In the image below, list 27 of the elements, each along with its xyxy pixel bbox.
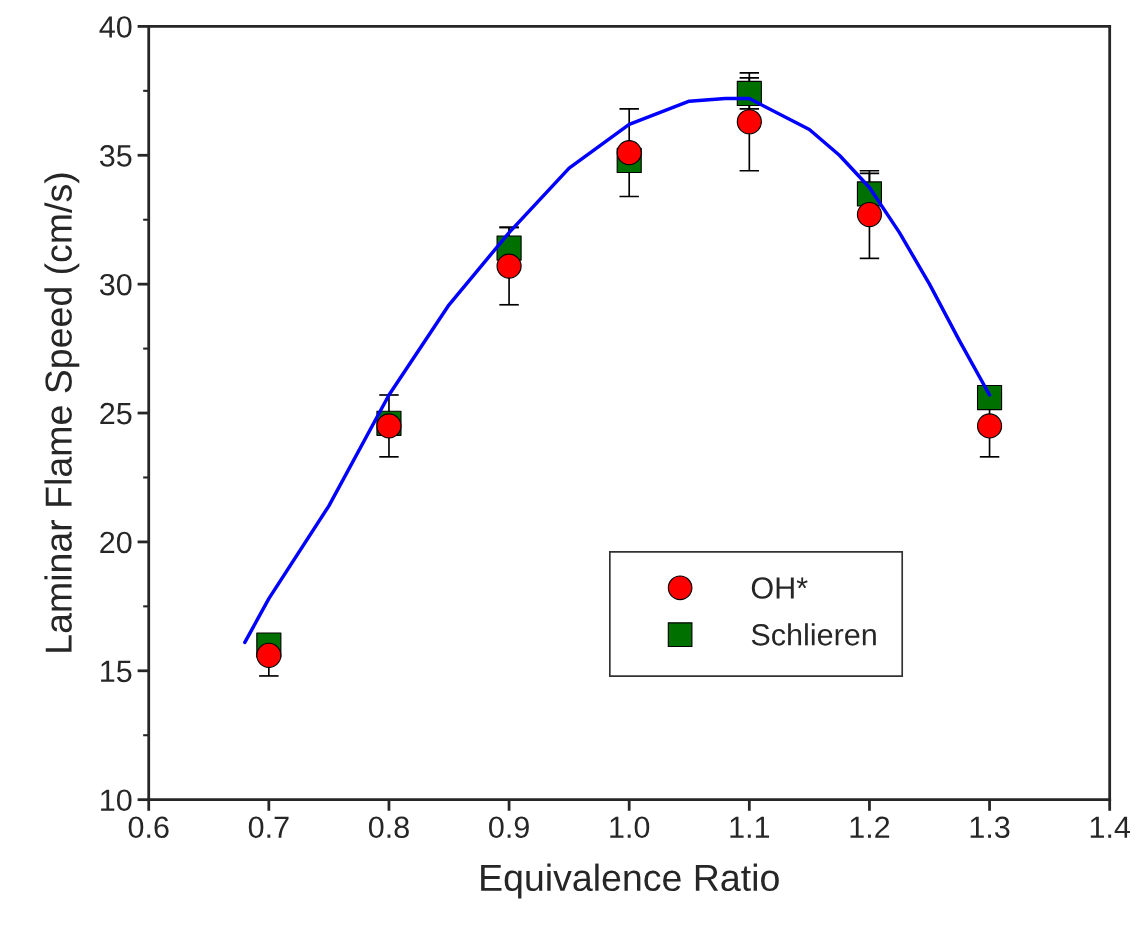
- point: [736, 109, 762, 135]
- point: [256, 642, 282, 668]
- y-tick-label: 40: [99, 16, 132, 38]
- x-tick-label: 1.3: [970, 816, 1010, 839]
- point: [616, 140, 642, 166]
- x-tick-label: 1.0: [610, 816, 650, 839]
- x-tick-label: 0.6: [128, 816, 169, 839]
- legend-label: OH*: [751, 577, 808, 599]
- x-tick-label: 1.1: [730, 816, 770, 838]
- y-tick-label: 35: [99, 145, 132, 167]
- x-tick-label: 1.4: [1090, 816, 1131, 838]
- point: [496, 253, 522, 279]
- x-axis-title: Equivalence Ratio: [481, 863, 779, 899]
- point: [976, 384, 1003, 411]
- y-tick-label: 20: [100, 531, 132, 554]
- x-tick-label: 1.2: [850, 816, 890, 838]
- y-tick-label: 15: [101, 660, 132, 683]
- x-tick-label: 0.7: [248, 816, 289, 839]
- y-tick-label: 10: [101, 789, 132, 812]
- legend-label: Schlieren: [751, 623, 876, 646]
- point: [856, 201, 883, 228]
- point: [976, 413, 1003, 439]
- y-tick-label: 30: [99, 273, 132, 296]
- y-axis-title: Laminar Flame Speed (cm/s): [44, 173, 80, 652]
- x-tick-label: 0.8: [368, 816, 409, 839]
- x-tick-label: 0.9: [489, 816, 529, 839]
- y-tick-label: 25: [100, 402, 132, 425]
